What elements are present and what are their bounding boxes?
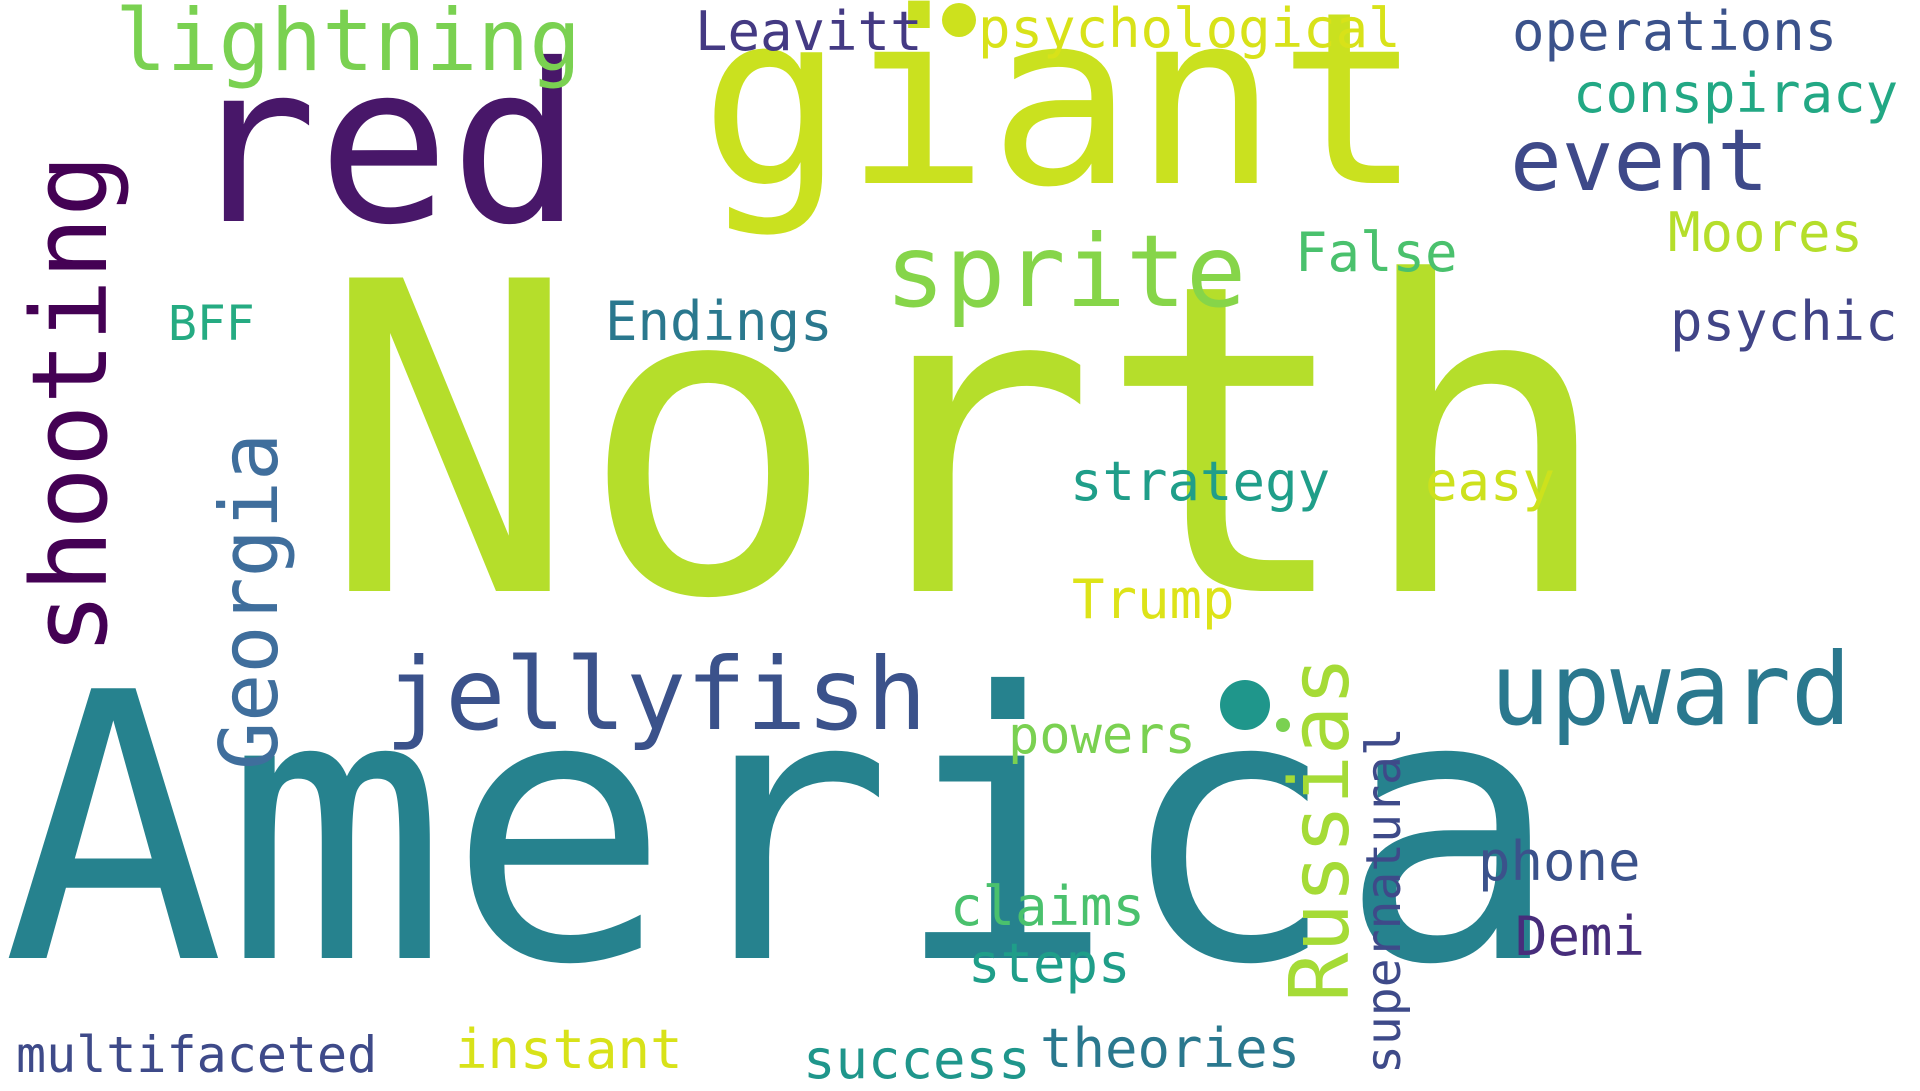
word-instant: instant <box>455 1018 683 1081</box>
decorative-dot-2 <box>1220 680 1270 730</box>
word-steps: steps <box>968 932 1131 995</box>
word-sprite: sprite <box>885 213 1247 330</box>
word-bff: BFF <box>168 296 255 352</box>
word-claims: claims <box>950 875 1146 938</box>
word-false: False <box>1295 221 1458 284</box>
word-event: event <box>1510 111 1769 211</box>
word-russias: Russias <box>1273 656 1368 1002</box>
word-upward: upward <box>1490 631 1852 748</box>
word-america: America <box>2 616 1562 1046</box>
word-endings: Endings <box>605 290 833 353</box>
word-supernatural: supernatural <box>1356 727 1412 1074</box>
word-psychological: psychological <box>978 0 1401 60</box>
word-demi: Demi <box>1515 905 1646 968</box>
word-strategy: strategy <box>1070 450 1331 513</box>
word-success: success <box>803 1028 1031 1091</box>
word-lightning: lightning <box>115 0 581 91</box>
word-operations: operations <box>1512 0 1838 63</box>
word-jellyfish: jellyfish <box>385 636 927 753</box>
word-north: North <box>320 193 1615 693</box>
word-moores: Moores <box>1668 201 1864 264</box>
word-leavitt: Leavitt <box>695 0 923 63</box>
word-easy: easy <box>1425 450 1556 513</box>
word-conspiracy: conspiracy <box>1573 62 1899 125</box>
word-multifaceted: multifaceted <box>16 1026 378 1084</box>
decorative-dot-3 <box>1276 718 1290 732</box>
decorative-dot-1 <box>942 3 976 37</box>
word-theories: theories <box>1040 1017 1301 1080</box>
word-powers: powers <box>1008 706 1196 766</box>
word-shooting: shooting <box>9 154 131 655</box>
word-phone: phone <box>1478 830 1641 893</box>
word-trump: Trump <box>1072 568 1235 631</box>
word-psychic: psychic <box>1670 290 1898 353</box>
word-giant: giant <box>700 0 1423 240</box>
word-georgia: Georgia <box>203 432 296 770</box>
word-red: red <box>185 17 583 273</box>
